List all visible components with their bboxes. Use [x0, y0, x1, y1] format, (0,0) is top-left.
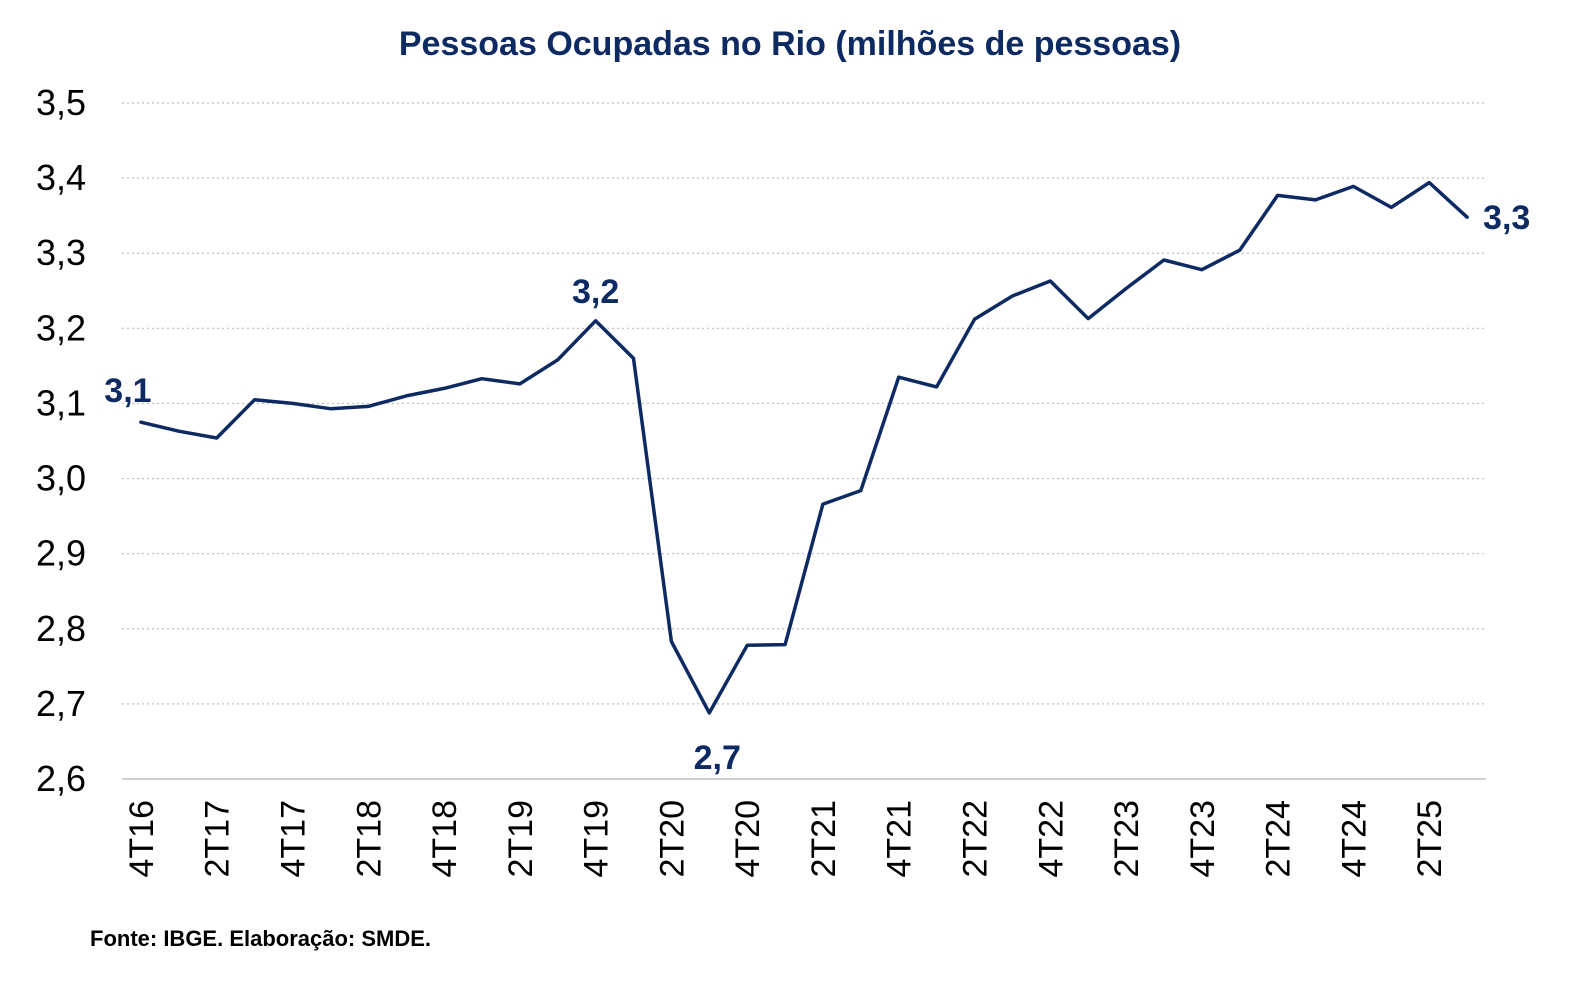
y-tick-label: 3,0 — [36, 458, 86, 499]
y-tick-label: 2,7 — [36, 683, 86, 724]
x-tick-label: 4T19 — [578, 800, 616, 878]
data-labels: 3,1 3,2 2,7 3,3 — [104, 199, 1530, 777]
series-line — [139, 180, 1469, 715]
data-label: 2,7 — [694, 739, 741, 777]
data-label: 3,2 — [572, 273, 619, 311]
x-tick-label: 2T25 — [1411, 800, 1449, 878]
y-tick-label: 2,9 — [36, 533, 86, 574]
x-tick-label: 4T24 — [1335, 800, 1373, 878]
data-label: 3,1 — [104, 372, 151, 410]
x-tick-label: 4T23 — [1184, 800, 1222, 878]
x-tick-label: 2T22 — [957, 800, 995, 878]
y-tick-label: 3,5 — [36, 82, 86, 123]
x-axis-ticks: 4T16 2T17 4T17 2T18 4T18 2T19 4T19 2T20 4T20 2T21… — [123, 800, 1449, 878]
x-tick-label: 4T18 — [426, 800, 464, 878]
source-note: Fonte: IBGE. Elaboração: SMDE. — [90, 926, 431, 951]
x-tick-label: 2T19 — [502, 800, 540, 878]
x-tick-label: 4T16 — [123, 800, 161, 878]
y-tick-label: 3,3 — [36, 232, 86, 273]
chart-title: Pessoas Ocupadas no Rio (milhões de pess… — [399, 25, 1181, 63]
x-tick-label: 4T17 — [275, 800, 313, 878]
x-tick-label: 4T22 — [1032, 800, 1070, 878]
y-tick-label: 3,1 — [36, 382, 86, 423]
y-tick-label: 3,2 — [36, 307, 86, 348]
data-label: 3,3 — [1483, 199, 1530, 237]
y-tick-label: 3,4 — [36, 157, 86, 198]
x-tick-label: 4T20 — [729, 800, 767, 878]
series-lines — [139, 180, 1469, 715]
x-tick-label: 2T18 — [350, 800, 388, 878]
x-tick-label: 2T17 — [199, 800, 237, 878]
x-tick-label: 4T21 — [881, 800, 919, 878]
x-tick-label: 2T23 — [1108, 800, 1146, 878]
y-tick-label: 2,8 — [36, 608, 86, 649]
grid-lines — [122, 102, 1486, 780]
x-tick-label: 2T21 — [805, 800, 843, 878]
y-axis-ticks: 2,6 2,7 2,8 2,9 3,0 3,1 3,2 3,3 3,4 3,5 — [36, 82, 86, 799]
x-tick-label: 2T24 — [1260, 800, 1298, 878]
x-tick-label: 2T20 — [653, 800, 691, 878]
y-tick-label: 2,6 — [36, 758, 86, 799]
